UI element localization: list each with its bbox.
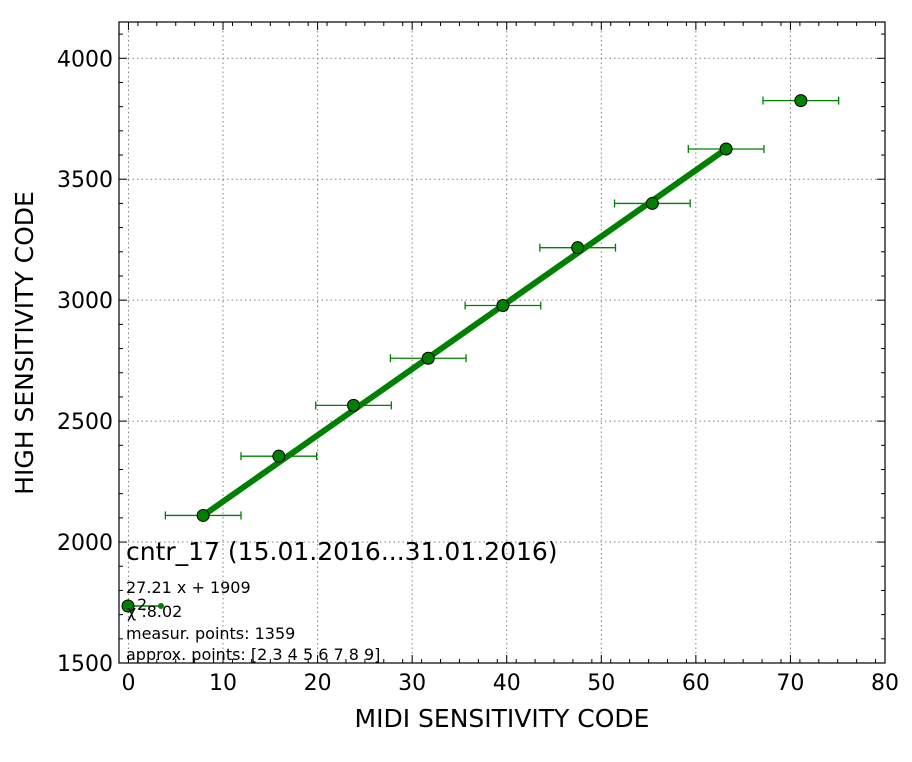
x-tick-label: 30 [398, 671, 426, 696]
data-point [421, 351, 435, 365]
measurement-points: measur. points: 1359 [126, 624, 295, 643]
data-points [196, 94, 808, 522]
x-tick-label: 20 [304, 671, 332, 696]
data-point [496, 298, 510, 312]
y-axis-label: HIGH SENSITIVITY CODE [10, 191, 39, 495]
data-point [347, 398, 361, 412]
y-tick-labels: 1500 2000 2500 3000 3500 4000 [57, 47, 113, 677]
y-tick-label: 3500 [57, 168, 113, 193]
data-point [719, 142, 733, 156]
y-tick-label: 2000 [57, 531, 113, 556]
data-point [645, 196, 659, 210]
data-point [196, 508, 210, 522]
y-tick-label: 1500 [57, 652, 113, 677]
fit-line [201, 146, 728, 518]
y-tick-label: 3000 [57, 289, 113, 314]
approx-points: approx. points: [2 3 4 5 6 7 8 9] [126, 645, 380, 664]
data-point [571, 241, 585, 255]
x-tick-label: 70 [776, 671, 804, 696]
x-tick-label: 40 [493, 671, 521, 696]
x-tick-labels: 0 10 20 30 40 50 60 70 80 [121, 671, 899, 696]
chi2-value: χ :8.02 [127, 602, 182, 621]
x-tick-label: 0 [121, 671, 135, 696]
fit-line-layer [201, 146, 728, 518]
legend-point-marker [121, 599, 135, 613]
x-tick-label: 80 [871, 671, 899, 696]
chi2-superscript: 2 [137, 595, 147, 614]
fit-equation: 27.21 x + 1909 [126, 578, 251, 597]
y-tick-label: 4000 [57, 47, 113, 72]
plot-area-frame [118, 21, 886, 664]
x-tick-label: 10 [209, 671, 237, 696]
x-tick-label: 60 [682, 671, 710, 696]
legend-fit-end-marker [158, 603, 164, 609]
x-tick-label: 50 [587, 671, 615, 696]
data-point [794, 94, 808, 108]
ticks [118, 22, 886, 664]
legend: 27.21 x + 1909 2 χ :8.02 measur. points:… [121, 578, 380, 664]
x-axis-label: MIDI SENSITIVITY CODE [355, 704, 650, 733]
data-point [272, 449, 286, 463]
chart-title: cntr_17 (15.01.2016...31.01.2016) [126, 537, 558, 566]
y-tick-label: 2500 [57, 410, 113, 435]
